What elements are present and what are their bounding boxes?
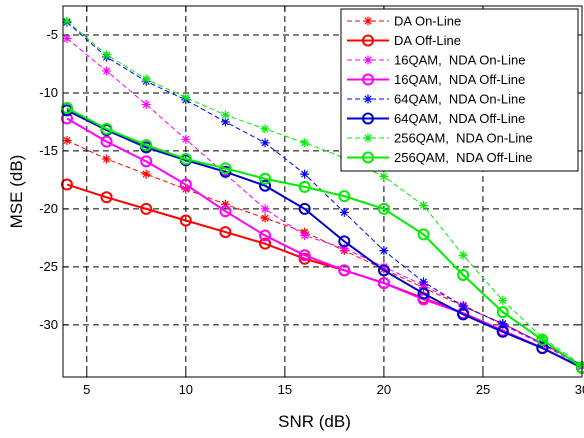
x-tick-label: 30 (575, 382, 584, 397)
legend-label: DA On-Line (394, 14, 461, 29)
legend-label: 256QAM, NDA On-Line (394, 131, 533, 146)
x-axis-label: SNR (dB) (278, 412, 351, 431)
x-tick-label: 5 (83, 382, 90, 397)
star-marker (364, 17, 373, 26)
star-marker (419, 277, 428, 286)
y-tick-label: -5 (46, 27, 58, 42)
x-tick-label: 10 (179, 382, 193, 397)
star-marker (181, 135, 190, 144)
y-tick-label: -10 (39, 85, 58, 100)
star-marker (419, 201, 428, 210)
star-marker (379, 172, 388, 181)
star-marker (300, 231, 309, 240)
x-tick-label: 15 (278, 382, 292, 397)
star-marker (142, 75, 151, 84)
star-marker (142, 100, 151, 109)
star-marker (102, 155, 111, 164)
legend: DA On-Line DA Off-Line 16QAM, NDA On-Line 1… (341, 9, 578, 171)
star-marker (364, 95, 373, 104)
legend-label: 256QAM, NDA Off-Line (394, 150, 533, 165)
y-tick-label: -15 (39, 143, 58, 158)
star-marker (379, 246, 388, 255)
star-marker (261, 214, 270, 223)
x-tick-label: 20 (377, 382, 391, 397)
legend-label: 16QAM, NDA Off-Line (394, 72, 525, 87)
star-marker (142, 170, 151, 179)
legend-label: 16QAM, NDA On-Line (394, 53, 526, 68)
y-tick-label: -20 (39, 201, 58, 216)
x-tick-label: 25 (476, 382, 490, 397)
star-marker (261, 138, 270, 147)
star-marker (300, 138, 309, 147)
star-marker (364, 134, 373, 143)
star-marker (498, 296, 507, 305)
legend-label: DA Off-Line (394, 33, 461, 48)
y-tick-label: -30 (39, 317, 58, 332)
y-axis-label: MSE (dB) (7, 155, 26, 229)
star-marker (261, 124, 270, 133)
star-marker (459, 251, 468, 260)
star-marker (364, 56, 373, 65)
y-tick-label: -25 (39, 259, 58, 274)
legend-label: 64QAM, NDA On-Line (394, 92, 526, 107)
star-marker (300, 170, 309, 179)
legend-label: 64QAM, NDA Off-Line (394, 111, 525, 126)
star-marker (261, 204, 270, 213)
star-marker (340, 208, 349, 217)
